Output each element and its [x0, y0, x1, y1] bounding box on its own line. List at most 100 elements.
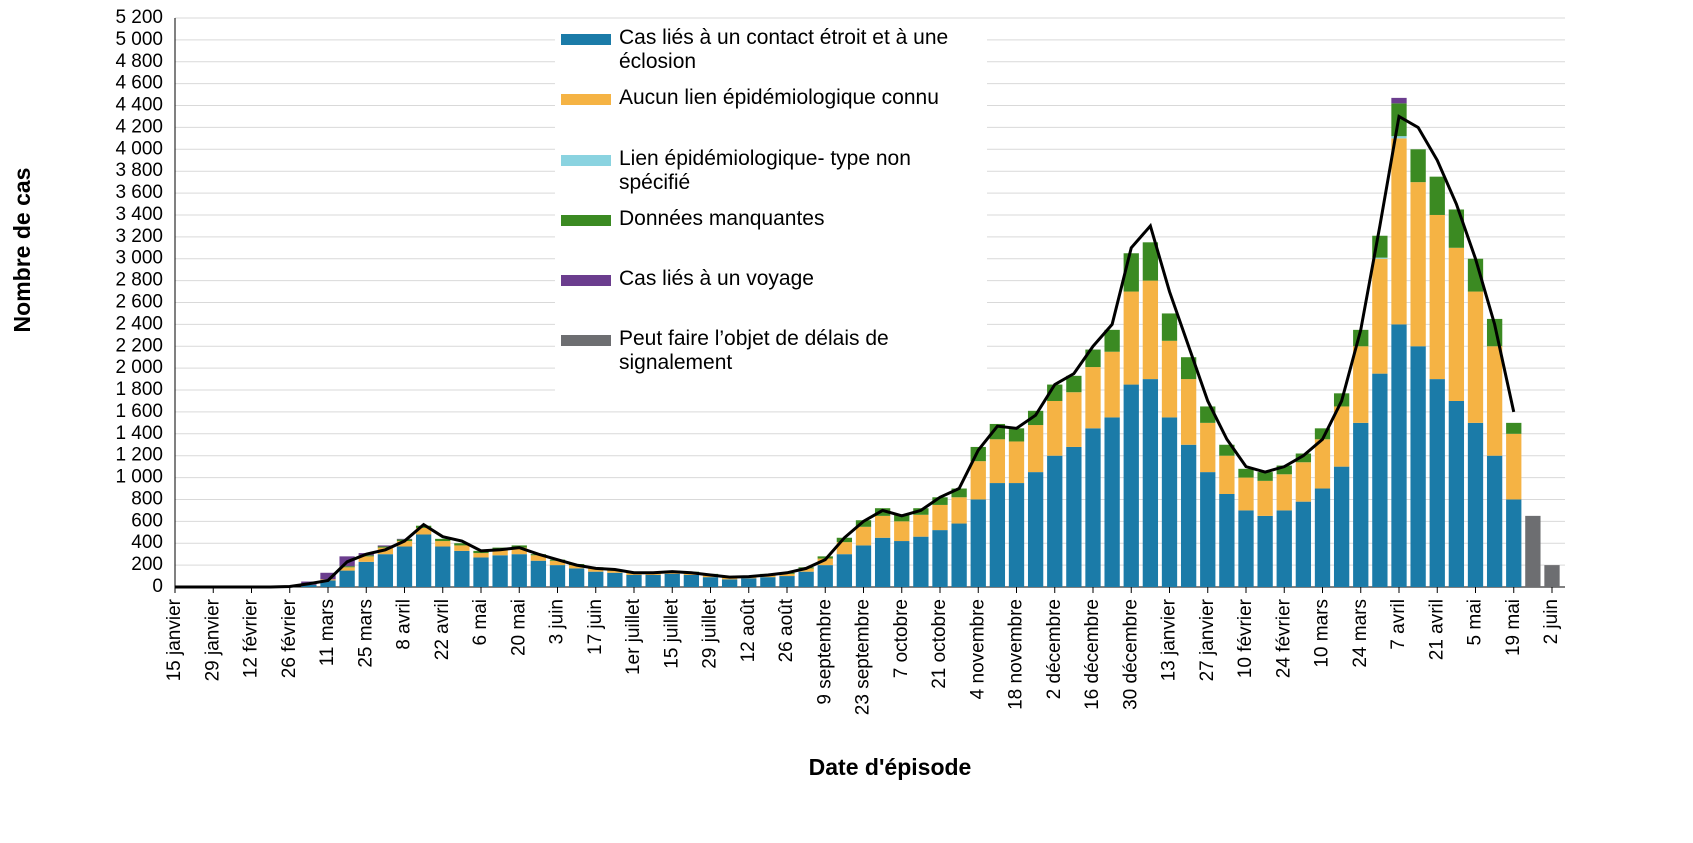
bar-segment [1506, 433, 1522, 500]
legend-item: Cas liés à un contact étroit et à une éc… [561, 26, 981, 86]
x-tick-label: 8 avril [394, 599, 415, 650]
bar-segment [817, 565, 833, 587]
x-tick-label: 24 février [1273, 598, 1294, 678]
bar-segment [1276, 474, 1292, 511]
bar-segment [1429, 214, 1445, 380]
bar-segment [1142, 280, 1159, 380]
bar-segment [1047, 400, 1063, 456]
bar-segment [951, 523, 967, 587]
bar-segment [1104, 329, 1120, 352]
legend-item: Peut faire l’objet de délais de signalem… [561, 327, 981, 387]
bar-segment [435, 546, 451, 587]
bar-segment [932, 504, 948, 531]
legend-swatch [561, 154, 611, 166]
bar-segment [951, 488, 967, 498]
bar-segment [1429, 176, 1445, 215]
bar-segment [1219, 455, 1235, 494]
x-tick-label: 29 janvier [202, 598, 223, 681]
bar-segment [836, 554, 853, 587]
bar-segment [1295, 453, 1312, 463]
bar-segment [1391, 324, 1407, 587]
bar-segment [1295, 501, 1312, 587]
bar-segment [1008, 441, 1025, 484]
bar-segment [932, 530, 948, 587]
x-tick-label: 12 février [241, 598, 262, 678]
bar-segment [530, 555, 547, 561]
y-tick-label: 4 000 [115, 138, 163, 159]
legend-label: Lien épidémiologique- type non spécifié [619, 146, 911, 194]
bar-segment [1276, 510, 1292, 587]
x-tick-label: 10 mars [1312, 599, 1333, 668]
x-tick-label: 1er juillet [623, 598, 644, 675]
bar-segment [377, 546, 394, 548]
y-tick-label: 4 600 [115, 73, 163, 94]
legend-item: Cas liés à un voyage [561, 267, 981, 327]
bar-segment [1257, 515, 1273, 587]
bar-segment [1180, 444, 1197, 587]
bar-segment [1391, 97, 1407, 104]
legend-label: Peut faire l’objet de délais de signalem… [619, 327, 889, 375]
x-tick-label: 23 septembre [853, 599, 874, 715]
x-tick-label: 6 mai [470, 599, 491, 645]
y-tick-label: 400 [131, 532, 163, 553]
bar-segment [339, 566, 355, 568]
y-tick-label: 5 000 [115, 29, 163, 50]
bar-segment [1161, 313, 1178, 341]
bar-segment [1161, 417, 1178, 587]
bar-segment [1506, 499, 1522, 587]
bar-segment [358, 561, 374, 587]
bar-segment [320, 580, 336, 587]
y-tick-label: 3 000 [115, 248, 163, 269]
x-tick-label: 11 mars [317, 599, 338, 666]
bar-segment [970, 461, 986, 500]
x-tick-label: 21 avril [1426, 599, 1447, 660]
bar-segment [568, 568, 585, 587]
x-tick-label: 13 janvier [1159, 598, 1180, 681]
y-tick-label: 2 400 [115, 313, 163, 334]
bar-segment [1486, 455, 1503, 587]
x-tick-label: 29 juillet [700, 598, 721, 668]
y-axis-label: Nombre de cas [9, 168, 35, 333]
bar-segment [855, 526, 872, 546]
y-tick-label: 4 800 [115, 51, 163, 72]
bar-segment [913, 536, 929, 587]
x-tick-label: 21 octobre [929, 599, 950, 689]
bar-segment [894, 514, 910, 522]
bar-segment [339, 567, 355, 571]
y-tick-label: 1 800 [115, 379, 163, 400]
bar-segment [358, 555, 374, 557]
x-tick-label: 16 décembre [1082, 599, 1103, 710]
bar-segment [1314, 439, 1331, 489]
legend-swatch [561, 335, 611, 347]
bar-segment [607, 570, 623, 573]
bar-segment [1027, 425, 1044, 473]
legend: Cas liés à un contact étroit et à une éc… [555, 22, 987, 392]
x-tick-label: 2 décembre [1044, 599, 1065, 699]
bar-segment [1104, 351, 1120, 418]
bar-segment [1448, 400, 1465, 587]
bar-segment [1142, 379, 1159, 587]
bar-segment [1238, 477, 1254, 511]
bar-segment [913, 514, 929, 537]
bar-segment [855, 545, 872, 587]
bar-segment [1372, 373, 1388, 587]
bar-segment [607, 572, 623, 587]
bar-segment [721, 579, 738, 587]
bar-segment [454, 543, 470, 546]
bar-segment [1238, 468, 1254, 478]
bar-segment [1333, 406, 1350, 467]
x-tick-label: 7 octobre [891, 599, 912, 678]
bar-segment [1506, 422, 1522, 434]
bar-segment [492, 555, 508, 587]
legend-swatch [561, 214, 611, 226]
bar-segment [358, 556, 374, 562]
bar-segment [760, 577, 776, 587]
y-tick-label: 3 200 [115, 226, 163, 247]
bar-segment [1372, 258, 1388, 374]
bar-segment [1200, 422, 1216, 473]
x-tick-label: 22 avril [432, 599, 453, 660]
bar-segment [779, 573, 795, 577]
x-tick-label: 5 mai [1465, 599, 1486, 645]
